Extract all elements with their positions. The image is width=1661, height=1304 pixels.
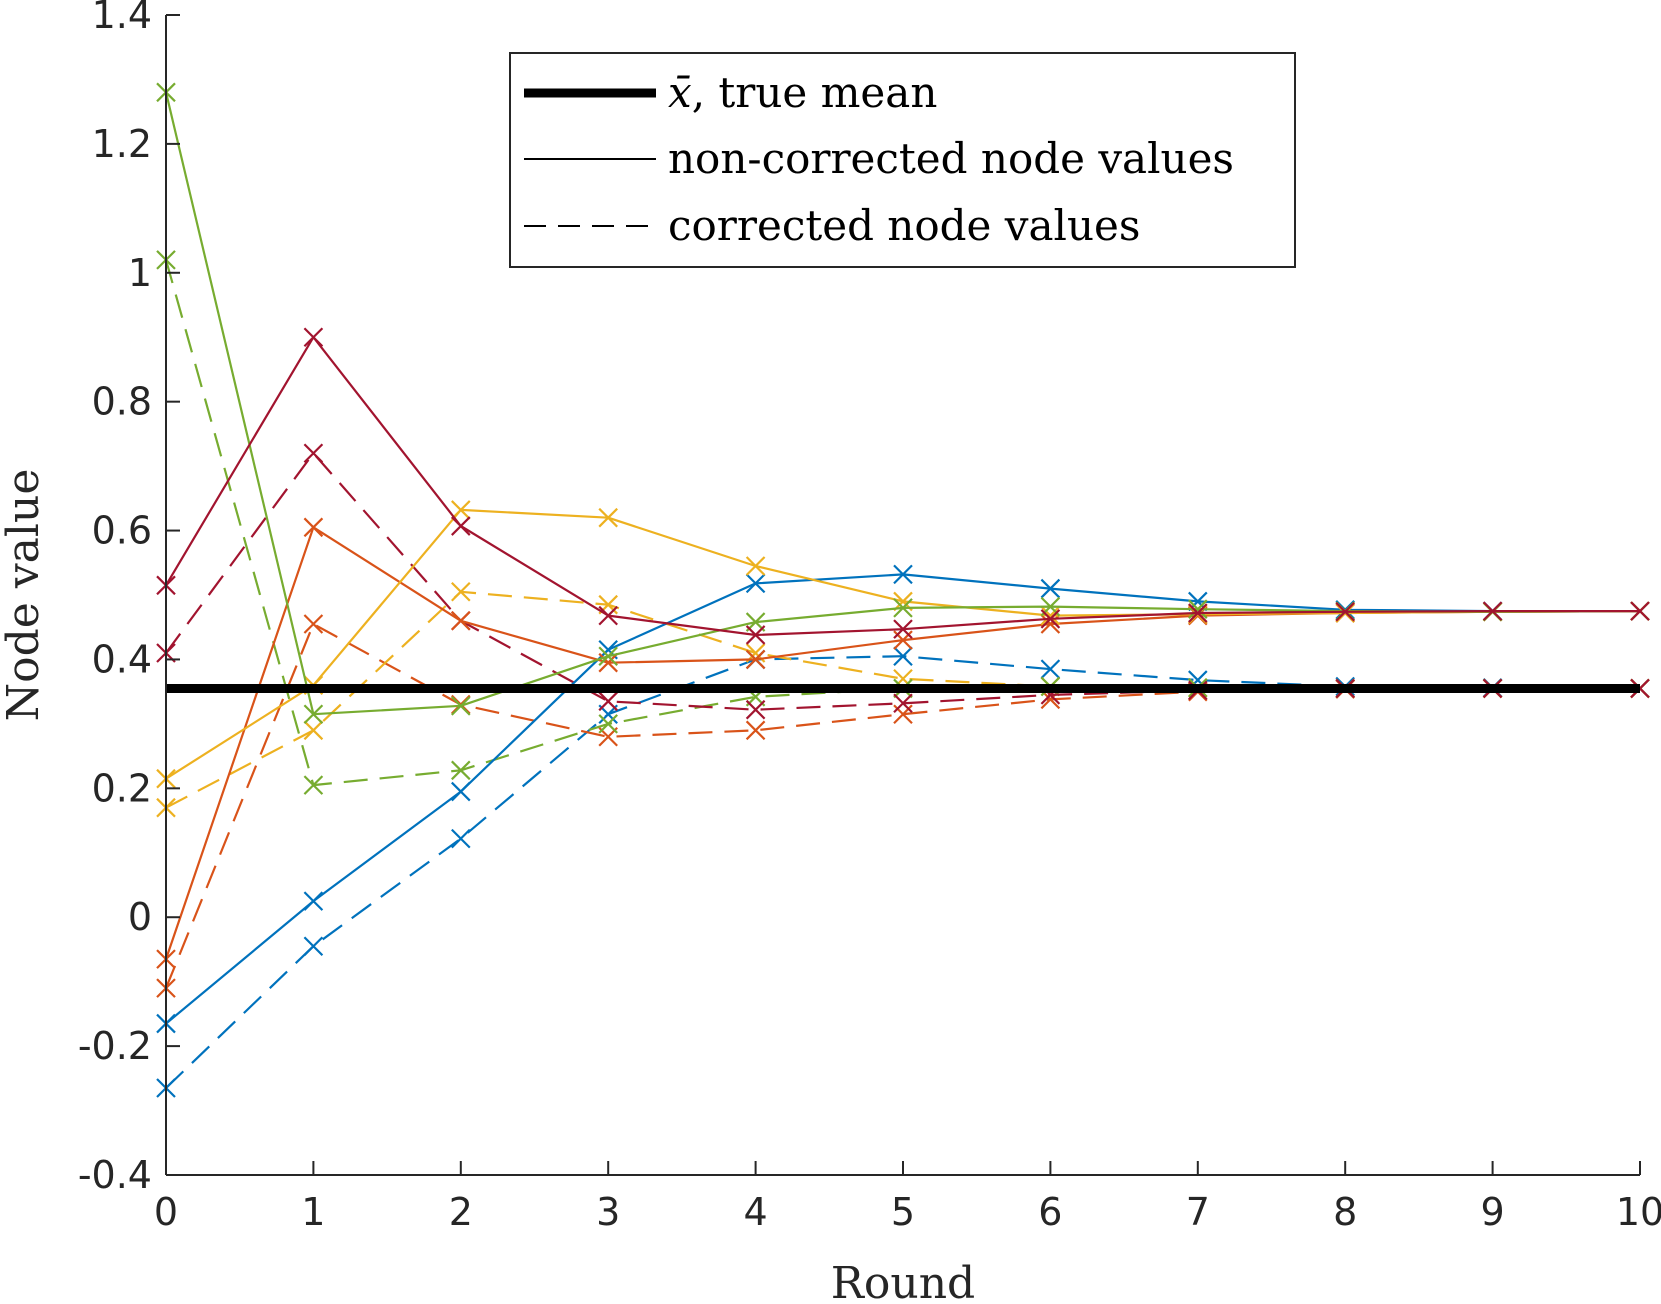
legend-label-corrected: corrected node values bbox=[668, 201, 1140, 250]
series-5-point-1 bbox=[303, 936, 324, 956]
x-tick-label-4: 4 bbox=[744, 1190, 768, 1234]
series-3-point-5 bbox=[893, 598, 913, 618]
series-8-point-2 bbox=[451, 760, 471, 781]
series-6-point-1 bbox=[303, 614, 324, 634]
series-line-5 bbox=[165, 655, 1641, 1089]
series-8-point-3 bbox=[598, 714, 618, 734]
y-axis-title: Node value bbox=[0, 469, 49, 722]
series-line-2 bbox=[165, 508, 1641, 780]
x-tick-label-0: 0 bbox=[154, 1190, 178, 1234]
series-3-point-7 bbox=[1188, 599, 1208, 619]
series-solid-4 bbox=[156, 327, 1650, 645]
y-axis-ticks: -0.4 -0.2 0 0.2 0.4 0.6 0.8 1 1.2 1.4 bbox=[78, 0, 180, 1197]
series-9-point-3 bbox=[598, 691, 618, 712]
series-0-point-5 bbox=[893, 564, 913, 585]
series-0-point-4 bbox=[745, 573, 766, 594]
series-0-point-1 bbox=[303, 891, 324, 911]
x-tick-label-6: 6 bbox=[1038, 1190, 1062, 1234]
x-tick-label-9: 9 bbox=[1481, 1190, 1505, 1234]
legend: x̄, true mean non-corrected node values … bbox=[509, 52, 1296, 268]
series-3-point-2 bbox=[451, 696, 471, 716]
series-4-point-7 bbox=[1188, 603, 1208, 623]
series-line-7 bbox=[165, 590, 1640, 809]
legend-mean-symbol: x̄ bbox=[668, 68, 692, 117]
series-1-point-4 bbox=[745, 649, 766, 670]
series-solid-0 bbox=[156, 564, 1650, 1034]
y-tick-label-1: -0.2 bbox=[78, 1024, 152, 1068]
x-axis-ticks: 0 1 2 3 4 5 6 7 8 9 10 bbox=[154, 1161, 1661, 1234]
series-4-point-2 bbox=[451, 516, 471, 536]
series-2-point-4 bbox=[745, 556, 766, 576]
series-4-point-4 bbox=[745, 625, 766, 645]
series-3-point-3 bbox=[598, 646, 618, 666]
y-tick-label-4: 0.4 bbox=[92, 637, 152, 681]
legend-label-non-corrected: non-corrected node values bbox=[668, 134, 1234, 183]
x-tick-label-10: 10 bbox=[1616, 1190, 1661, 1234]
series-6-point-4 bbox=[745, 720, 766, 741]
y-tick-label-2: 0 bbox=[128, 895, 152, 939]
series-dashed-8 bbox=[156, 250, 1650, 795]
legend-mean-text: , true mean bbox=[692, 68, 938, 117]
series-5-point-2 bbox=[451, 828, 471, 849]
y-tick-label-7: 1 bbox=[128, 251, 152, 295]
series-2-point-2 bbox=[451, 500, 471, 520]
series-line-4 bbox=[165, 336, 1640, 637]
series-0-point-2 bbox=[451, 781, 471, 802]
series-line-9 bbox=[165, 452, 1640, 711]
series-line-0 bbox=[165, 573, 1640, 1025]
series-2-point-6 bbox=[1040, 605, 1061, 626]
series-4-point-8 bbox=[1335, 601, 1355, 622]
series-7-point-1 bbox=[303, 720, 324, 741]
series-4-point-5 bbox=[893, 619, 913, 639]
series-9-point-4 bbox=[745, 699, 766, 720]
x-tick-label-3: 3 bbox=[596, 1190, 620, 1234]
series-4-point-10 bbox=[1630, 601, 1650, 621]
series-1-point-1 bbox=[303, 517, 324, 538]
series-0-point-6 bbox=[1040, 578, 1061, 599]
y-tick-label-3: 0.2 bbox=[92, 766, 152, 810]
series-5-point-5 bbox=[893, 646, 913, 666]
x-tick-label-8: 8 bbox=[1333, 1190, 1357, 1234]
series-4-point-3 bbox=[598, 605, 618, 626]
x-axis-title: Round bbox=[831, 1258, 975, 1304]
series-dashed-7 bbox=[156, 582, 1650, 818]
series-3-point-1 bbox=[303, 704, 324, 724]
series-9-point-5 bbox=[893, 693, 913, 714]
series-line-1 bbox=[164, 526, 1641, 960]
x-tick-label-1: 1 bbox=[301, 1190, 325, 1234]
series-2-point-3 bbox=[598, 507, 618, 528]
series-4-point-6 bbox=[1040, 609, 1061, 629]
series-solid-1 bbox=[156, 517, 1650, 969]
y-tick-label-8: 1.2 bbox=[92, 122, 152, 166]
x-tick-label-5: 5 bbox=[891, 1190, 915, 1234]
y-tick-label-5: 0.6 bbox=[92, 509, 152, 553]
y-tick-label-6: 0.8 bbox=[92, 380, 152, 424]
x-tick-label-2: 2 bbox=[449, 1190, 473, 1234]
series-4-point-1 bbox=[303, 327, 324, 347]
series-4-point-9 bbox=[1482, 601, 1503, 621]
series-7-point-2 bbox=[451, 582, 471, 602]
series-1-point-3 bbox=[598, 652, 618, 673]
series-5-point-6 bbox=[1040, 659, 1061, 679]
series-1-point-2 bbox=[451, 611, 471, 631]
series-solid-2 bbox=[156, 500, 1650, 789]
legend-label-true-mean: x̄, true mean bbox=[668, 68, 937, 117]
series-9-point-1 bbox=[303, 443, 324, 463]
y-tick-label-0: -0.4 bbox=[78, 1153, 152, 1197]
y-tick-label-9: 1.4 bbox=[92, 0, 152, 37]
series-dashed-6 bbox=[156, 614, 1650, 998]
series-8-point-1 bbox=[303, 775, 324, 795]
series-line-8 bbox=[164, 259, 1640, 787]
x-tick-label-7: 7 bbox=[1186, 1190, 1210, 1234]
